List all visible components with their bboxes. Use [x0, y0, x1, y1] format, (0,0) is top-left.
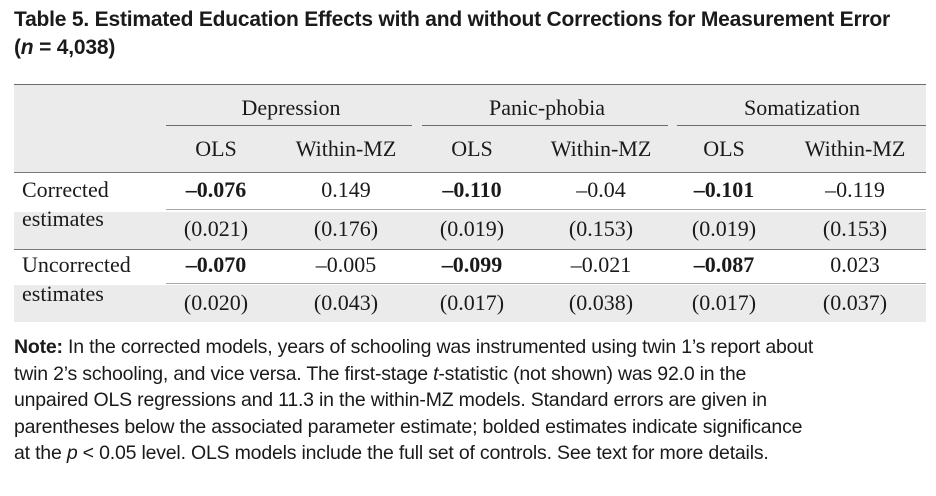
- row-label-corrected-2: estimates: [22, 206, 104, 231]
- section-rule: [14, 249, 926, 251]
- group-header-somatization: Somatization: [743, 95, 861, 120]
- se-uncorrected-somatization-ols: (0.017): [691, 290, 757, 315]
- subheader-withinmz-panic: Within-MZ: [550, 136, 652, 161]
- subheader-ols-somatization: OLS: [703, 136, 745, 161]
- estimate-corrected-panic-mz: –0.04: [576, 177, 626, 202]
- estimate-uncorrected-depression-mz: –0.005: [315, 252, 377, 277]
- header-shading: [14, 85, 926, 172]
- subheader-ols-panic: OLS: [451, 136, 493, 161]
- group-header-panic-phobia: Panic-phobia: [488, 95, 606, 120]
- group-rule-depression: [166, 125, 412, 127]
- se-uncorrected-depression-ols: (0.020): [183, 290, 249, 315]
- note-text-2a: twin 2’s schooling, and vice versa. The …: [14, 362, 434, 385]
- note-text-5a: at the: [14, 442, 67, 464]
- note-line-3: unpaired OLS regressions and 11.3 in the…: [14, 389, 767, 411]
- se-uncorrected-panic-ols: (0.017): [439, 290, 505, 315]
- group-header-depression: Depression: [241, 95, 341, 120]
- note-line-5: at the p < 0.05 level. OLS models includ…: [14, 440, 926, 467]
- se-corrected-depression-ols: (0.021): [183, 216, 249, 241]
- estimate-uncorrected-panic-mz: –0.021: [570, 252, 632, 277]
- note-line-1: Note: In the corrected models, years of …: [14, 334, 926, 361]
- title-n: n: [20, 36, 34, 59]
- header-rule: [14, 172, 926, 174]
- note-text-5b: < 0.05 level. OLS models include the ful…: [77, 442, 769, 464]
- estimate-uncorrected-somatization-ols: –0.087: [693, 252, 755, 277]
- group-rule-panic-phobia: [422, 125, 668, 127]
- row-label-uncorrected-2: estimates: [22, 281, 104, 306]
- estimate-corrected-somatization-mz: –0.119: [825, 177, 885, 202]
- estimate-corrected-depression-ols: –0.076: [185, 177, 247, 202]
- note-text-1: In the corrected models, years of school…: [62, 336, 814, 358]
- se-corrected-panic-mz: (0.153): [568, 216, 634, 241]
- se-corrected-panic-ols: (0.019): [439, 216, 505, 241]
- estimate-uncorrected-panic-ols: –0.099: [441, 252, 503, 277]
- title-line-2: (n = 4,038): [14, 34, 924, 62]
- subheader-ols-depression: OLS: [195, 136, 237, 161]
- table-note: Note: In the corrected models, years of …: [14, 334, 926, 467]
- title-sample-size: = 4,038): [33, 36, 116, 59]
- subheader-withinmz-depression: Within-MZ: [295, 136, 397, 161]
- row-shading-2: [14, 285, 926, 322]
- title-line-1: Table 5. Estimated Education Effects wit…: [14, 8, 891, 31]
- row-rule-2: [166, 283, 926, 285]
- row-shading-1: [14, 212, 926, 249]
- group-rule-somatization: [677, 125, 926, 127]
- note-label: Note:: [14, 336, 63, 358]
- note-t-stat: t: [433, 362, 439, 385]
- estimate-corrected-depression-mz: 0.149: [321, 177, 371, 202]
- row-label-corrected-1: Corrected: [22, 177, 109, 202]
- note-line-4: parentheses below the associated paramet…: [14, 415, 803, 438]
- estimate-corrected-panic-ols: –0.110: [442, 177, 502, 202]
- se-uncorrected-panic-mz: (0.038): [568, 290, 634, 315]
- se-corrected-somatization-ols: (0.019): [691, 216, 757, 241]
- row-label-uncorrected-1: Uncorrected: [22, 252, 131, 277]
- results-table: Depression Panic-phobia Somatization OLS…: [14, 84, 926, 322]
- row-rule-1: [166, 209, 926, 211]
- note-line-2: twin 2’s schooling, and vice versa. The …: [14, 361, 926, 388]
- estimate-corrected-somatization-ols: –0.101: [693, 177, 755, 202]
- estimate-uncorrected-somatization-mz: 0.023: [830, 252, 880, 277]
- se-corrected-somatization-mz: (0.153): [822, 216, 888, 241]
- se-uncorrected-somatization-mz: (0.037): [822, 290, 888, 315]
- subheader-withinmz-somatization: Within-MZ: [804, 136, 906, 161]
- estimate-uncorrected-depression-ols: –0.070: [185, 252, 247, 277]
- title-paren: (: [14, 36, 21, 59]
- note-text-2b: -statistic (not shown) was 92.0 in the: [438, 362, 747, 385]
- se-corrected-depression-mz: (0.176): [313, 216, 379, 241]
- table-title: Table 5. Estimated Education Effects wit…: [14, 6, 924, 62]
- note-p-value: p: [66, 442, 78, 464]
- se-uncorrected-depression-mz: (0.043): [313, 290, 379, 315]
